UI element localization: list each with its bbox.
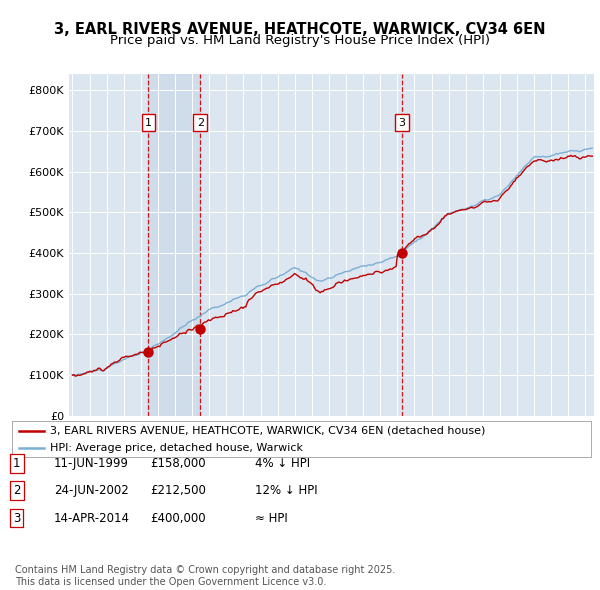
Bar <box>148 74 200 416</box>
Text: ≈ HPI: ≈ HPI <box>255 512 288 525</box>
Text: £212,500: £212,500 <box>150 484 206 497</box>
Text: Contains HM Land Registry data © Crown copyright and database right 2025.
This d: Contains HM Land Registry data © Crown c… <box>15 565 395 587</box>
Text: 3, EARL RIVERS AVENUE, HEATHCOTE, WARWICK, CV34 6EN: 3, EARL RIVERS AVENUE, HEATHCOTE, WARWIC… <box>54 22 546 37</box>
Text: 2: 2 <box>13 484 20 497</box>
Text: Price paid vs. HM Land Registry's House Price Index (HPI): Price paid vs. HM Land Registry's House … <box>110 34 490 47</box>
Text: 12% ↓ HPI: 12% ↓ HPI <box>255 484 317 497</box>
Text: HPI: Average price, detached house, Warwick: HPI: Average price, detached house, Warw… <box>50 443 302 453</box>
Text: 24-JUN-2002: 24-JUN-2002 <box>54 484 129 497</box>
Text: £158,000: £158,000 <box>150 457 206 470</box>
Text: 3, EARL RIVERS AVENUE, HEATHCOTE, WARWICK, CV34 6EN (detached house): 3, EARL RIVERS AVENUE, HEATHCOTE, WARWIC… <box>50 425 485 435</box>
Text: 2: 2 <box>197 117 204 127</box>
Text: 4% ↓ HPI: 4% ↓ HPI <box>255 457 310 470</box>
Text: 3: 3 <box>398 117 406 127</box>
Text: 11-JUN-1999: 11-JUN-1999 <box>54 457 129 470</box>
Text: 3: 3 <box>13 512 20 525</box>
Text: £400,000: £400,000 <box>150 512 206 525</box>
Text: 14-APR-2014: 14-APR-2014 <box>54 512 130 525</box>
Text: 1: 1 <box>145 117 152 127</box>
Text: 1: 1 <box>13 457 20 470</box>
